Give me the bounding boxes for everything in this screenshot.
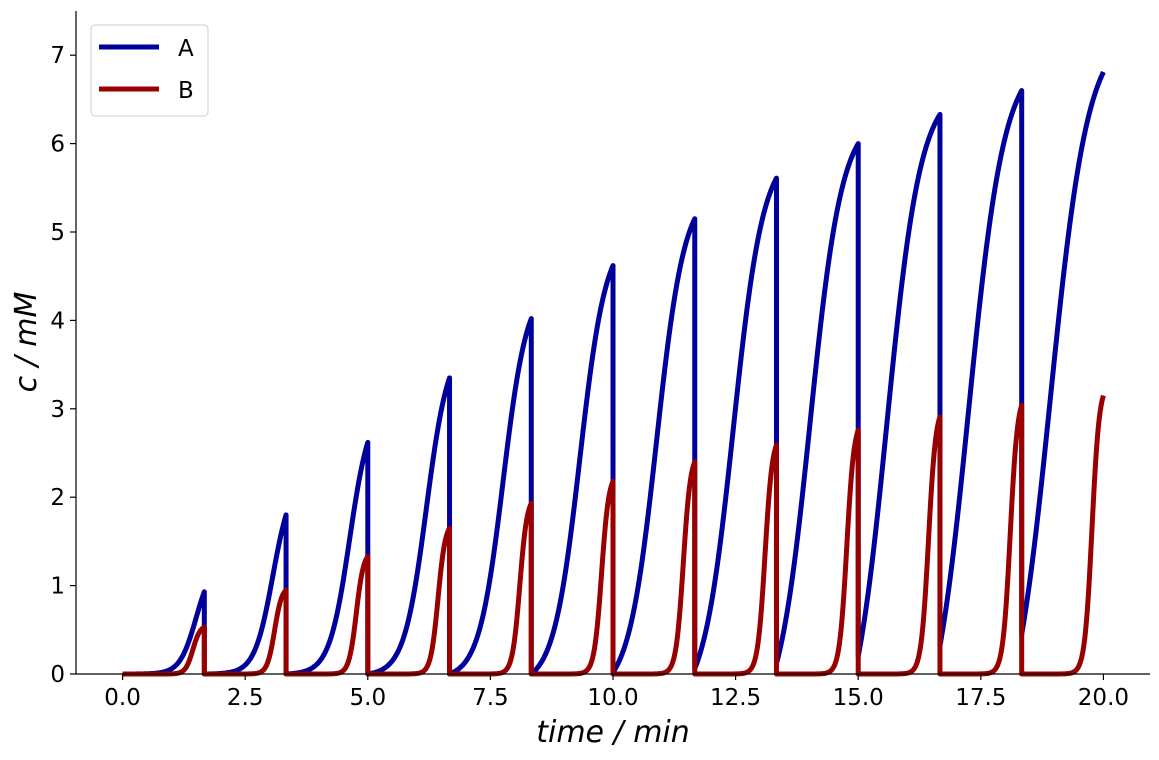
ticks-layer: 0.0 2.5 5.0 7.5 10.0 12.5 15.0 17.5 20.0 0 1 2 3 4 5 6 7: [50, 43, 1129, 711]
y-tick-label: 0: [50, 662, 65, 688]
y-tick-label: 7: [50, 43, 65, 69]
y-tick-label: 5: [50, 220, 65, 246]
y-tick-label: 4: [50, 308, 65, 334]
legend-label-b: B: [178, 78, 194, 104]
series-layer: [120, 70, 1106, 677]
y-tick-label: 2: [50, 485, 65, 511]
x-tick-label: 0.0: [104, 685, 141, 711]
x-tick-label: 10.0: [587, 685, 638, 711]
legend: A B: [90, 24, 209, 117]
x-tick-label: 5.0: [350, 685, 387, 711]
y-tick-label: 3: [50, 397, 65, 423]
x-axis-title: time / min: [536, 715, 690, 750]
y-tick-label: 6: [50, 132, 65, 158]
y-tick-label: 1: [50, 574, 65, 600]
y-axis-title: c / mM: [9, 291, 44, 392]
x-tick-label: 15.0: [833, 685, 884, 711]
x-tick-label: 2.5: [227, 685, 264, 711]
legend-label-a: A: [178, 36, 194, 62]
series-line-b: [120, 394, 1106, 677]
x-tick-label: 12.5: [710, 685, 761, 711]
x-tick-label: 7.5: [472, 685, 509, 711]
x-tick-label: 17.5: [955, 685, 1006, 711]
x-tick-label: 20.0: [1078, 685, 1129, 711]
